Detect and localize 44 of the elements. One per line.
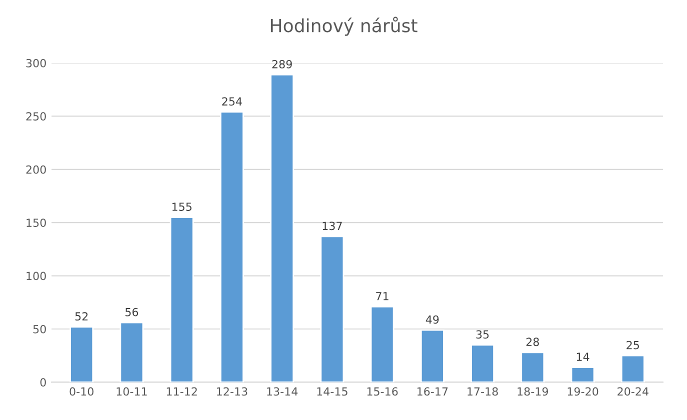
bar <box>520 352 545 382</box>
data-label: 28 <box>526 338 539 346</box>
x-tick-label: 20-24 <box>618 387 648 396</box>
x-tick-label: 17-18 <box>468 387 498 396</box>
data-label: 289 <box>272 60 292 68</box>
x-tick-label: 10-11 <box>116 387 147 396</box>
data-label: 25 <box>626 340 639 350</box>
y-tick-label: 250 <box>26 112 46 121</box>
bar <box>170 216 194 382</box>
x-tick-label: 14-15 <box>317 387 348 396</box>
data-label: 71 <box>376 292 388 300</box>
bar <box>220 111 244 382</box>
y-tick-label: 200 <box>26 165 46 174</box>
x-tick-label: 13-14 <box>267 387 298 396</box>
bar <box>70 326 94 382</box>
y-tick-label: 150 <box>26 218 46 227</box>
x-tick-label: 19-20 <box>568 387 598 396</box>
x-tick-label: 15-16 <box>367 387 398 396</box>
bar <box>570 366 595 382</box>
y-tick-label: 50 <box>33 324 46 334</box>
chart-title: Hodinový nárůst <box>270 16 418 36</box>
data-label: 155 <box>172 202 192 211</box>
x-tick-label: 12-13 <box>217 387 248 396</box>
bar <box>620 354 645 382</box>
bar <box>120 322 144 382</box>
bar <box>320 236 344 382</box>
x-tick-label: 18-19 <box>518 387 548 396</box>
data-label: 254 <box>222 97 242 106</box>
y-tick-label: 0 <box>40 378 46 387</box>
bar <box>470 344 495 382</box>
x-tick-label: 11-12 <box>166 387 197 396</box>
y-tick-label: 100 <box>26 272 46 280</box>
x-tick-label: 16-17 <box>417 387 448 396</box>
data-label: 35 <box>476 330 489 339</box>
x-tick-label: 0-10 <box>70 387 94 396</box>
y-tick-label: 300 <box>26 58 46 68</box>
bar <box>270 74 294 382</box>
data-label: 14 <box>576 352 590 361</box>
data-label: 137 <box>322 222 342 230</box>
data-label: 52 <box>75 312 88 321</box>
bar <box>370 306 394 382</box>
bar <box>420 329 444 382</box>
data-label: 56 <box>126 308 138 316</box>
data-label: 49 <box>426 315 439 324</box>
